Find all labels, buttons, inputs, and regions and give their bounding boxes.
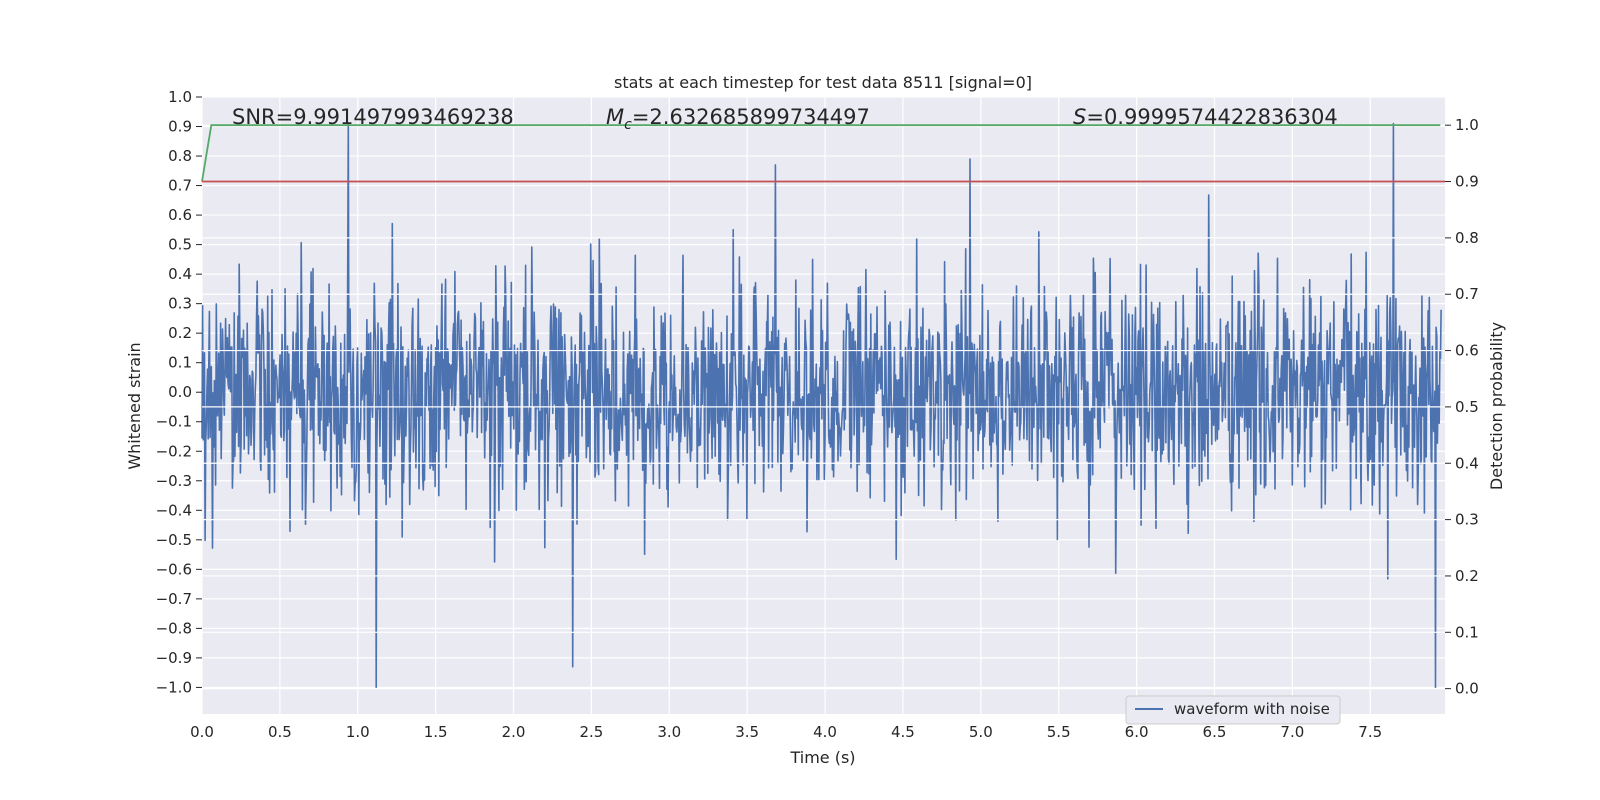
chart-title: stats at each timestep for test data 851… [614,73,1032,92]
detection-probability-line [201,124,1441,182]
y-tick-label: −0.7 [156,590,192,608]
y2-tick-label: 0.8 [1455,229,1479,247]
y2-tick-label: 0.3 [1455,511,1479,529]
y-tick-label: −0.3 [156,472,192,490]
waveform-series [201,122,1442,689]
y2-axis-label: Detection probability [1487,322,1506,490]
y2-tick-label: 1.0 [1455,116,1479,134]
chirp-mass-symbol: M [606,105,624,129]
chirp-mass-value: =2.632685899734497 [632,105,870,129]
y-tick-label: −0.8 [156,619,192,637]
y-tick-label: 0.8 [168,147,192,165]
legend-box [1125,695,1341,725]
x-tick-label: 6.0 [1125,723,1149,741]
y2-tick-label: 0.1 [1455,623,1479,641]
y2-tick-label: 0.2 [1455,567,1479,585]
y-tick-label: 1.0 [168,88,192,106]
x-tick-label: 1.0 [346,723,370,741]
y-tick-label: 0.7 [168,177,192,195]
x-tick-label: 3.5 [735,723,759,741]
y2-tick-label: 0.7 [1455,285,1479,303]
x-tick-label: 2.0 [502,723,526,741]
x-tick-label: 4.5 [891,723,915,741]
y-tick-label: 0.2 [168,324,192,342]
y2-tick-labels: 1.0 0.9 0.8 0.7 0.6 0.5 0.4 0.3 0.2 0.1 0.0 [1445,116,1479,698]
snr-annotation: SNR=9.991497993469238 [232,105,514,129]
y-tick-label: 0.6 [168,206,192,224]
s-annotation: S=0.9999574422836304 [1073,105,1338,129]
y-tick-label: 0.1 [168,354,192,372]
x-tick-labels: 0.0 0.5 1.0 1.5 2.0 2.5 3.0 3.5 4.0 4.5 5.0 5.5 6.0 6… [190,723,1382,741]
y2-tick-label: 0.6 [1455,342,1479,360]
y2-tick-label: 0.5 [1455,398,1479,416]
x-tick-label: 4.0 [813,723,837,741]
y2-tick-label: 0.0 [1455,680,1479,698]
y-tick-label: 0.5 [168,236,192,254]
y2-tick-label: 0.9 [1455,173,1479,191]
x-tick-label: 1.5 [424,723,448,741]
chirp-mass-annotation: Mc=2.632685899734497 [606,105,870,133]
x-tick-label: 3.0 [657,723,681,741]
chirp-mass-subscript: c [624,117,632,133]
legend: waveform with noise [1125,695,1341,725]
y-tick-label: 0.3 [168,295,192,313]
y-tick-label: 0.4 [168,265,192,283]
y-tick-label: −1.0 [156,678,192,696]
y-tick-label: −0.5 [156,531,192,549]
x-tick-label: 7.0 [1280,723,1304,741]
y-tick-label: −0.9 [156,649,192,667]
y-tick-label: −0.2 [156,442,192,460]
legend-label: waveform with noise [1174,700,1330,718]
y-axis-label: Whitened strain [125,342,144,469]
x-tick-label: 0.5 [268,723,292,741]
y-tick-label: 0.9 [168,118,192,136]
waveform-line [201,122,1442,689]
y-tick-label: 0.0 [168,383,192,401]
x-tick-label: 2.5 [579,723,603,741]
y-tick-labels: 1.0 0.9 0.8 0.7 0.6 0.5 0.4 0.3 0.2 0.1 0.0 −0.1 −0.… [156,88,202,696]
x-axis-label: Time (s) [789,748,855,767]
x-tick-label: 5.0 [969,723,993,741]
x-tick-label: 6.5 [1203,723,1227,741]
y-tick-label: −0.1 [156,413,192,431]
s-symbol: S [1073,105,1086,129]
y-tick-label: −0.6 [156,560,192,578]
x-tick-label: 0.0 [190,723,214,741]
s-value: =0.9999574422836304 [1086,105,1337,129]
x-tick-label: 5.5 [1047,723,1071,741]
y-tick-label: −0.4 [156,501,192,519]
y2-tick-label: 0.4 [1455,454,1479,472]
probability-lines [201,124,1445,183]
x-tick-label: 7.5 [1358,723,1382,741]
